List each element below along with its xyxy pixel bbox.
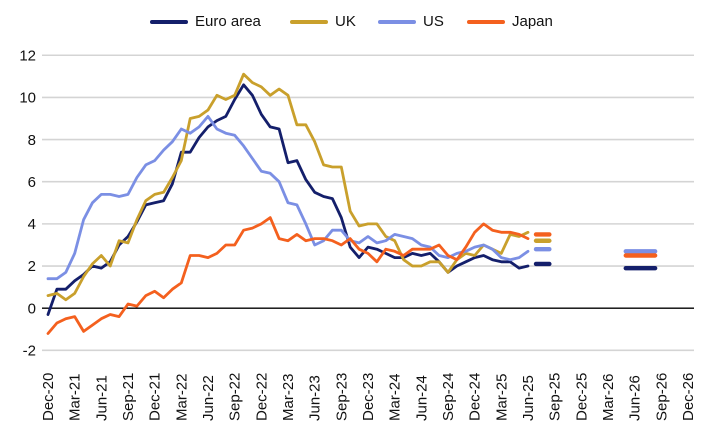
x-tick-label: Mar-23 — [280, 373, 297, 421]
us-line-swatch — [378, 20, 416, 24]
x-tick-label: Jun-23 — [307, 375, 324, 421]
x-tick-label: Mar-22 — [173, 373, 190, 421]
x-tick-label: Dec-22 — [253, 373, 270, 421]
x-tick-label: Mar-26 — [600, 373, 617, 421]
legend-item-uk: UK — [290, 13, 356, 31]
series-line-us — [46, 115, 530, 281]
legend-label-japan: Japan — [512, 13, 553, 30]
x-tick-label: Sep-23 — [333, 373, 350, 421]
x-tick-label: Sep-25 — [547, 373, 564, 421]
x-tick-label: Mar-21 — [67, 373, 84, 421]
x-tick-label: Dec-23 — [360, 373, 377, 421]
x-tick-label: Dec-24 — [467, 373, 484, 421]
y-tick-label: 10 — [19, 90, 36, 107]
series-line-uk — [46, 72, 530, 302]
x-tick-label: Jun-25 — [520, 375, 537, 421]
y-tick-label: 0 — [28, 300, 36, 317]
x-tick-label: Mar-25 — [493, 373, 510, 421]
x-tick-label: Dec-20 — [40, 373, 57, 421]
x-tick-label: Jun-21 — [93, 375, 110, 421]
y-tick-label: 2 — [28, 258, 36, 275]
x-tick-label: Dec-26 — [680, 373, 697, 421]
x-tick-label: Mar-24 — [387, 373, 404, 421]
x-tick-label: Jun-24 — [413, 375, 430, 421]
x-tick-label: Sep-21 — [120, 373, 137, 421]
legend-item-euro-area: Euro area — [150, 13, 261, 31]
legend-label-euro-area: Euro area — [195, 13, 261, 30]
legend-item-us: US — [378, 13, 444, 31]
x-tick-label: Jun-26 — [627, 375, 644, 421]
x-tick-label: Sep-24 — [440, 373, 457, 421]
y-tick-label: 12 — [19, 47, 36, 64]
x-tick-label: Dec-25 — [573, 373, 590, 421]
x-tick-label: Jun-22 — [200, 375, 217, 421]
legend-label-us: US — [423, 13, 444, 30]
legend-item-japan: Japan — [467, 13, 553, 31]
x-tick-label: Dec-21 — [147, 373, 164, 421]
x-tick-label: Sep-26 — [653, 373, 670, 421]
legend-label-uk: UK — [335, 13, 356, 30]
uk-line-swatch — [290, 20, 328, 24]
legend: Euro area UK US Japan — [0, 13, 703, 31]
series-line-japan — [46, 216, 530, 335]
japan-line-swatch — [467, 20, 505, 24]
x-tick-label: Sep-22 — [227, 373, 244, 421]
euro-area-line-swatch — [150, 20, 188, 24]
y-tick-label: 4 — [28, 216, 36, 233]
y-tick-label: -2 — [23, 343, 36, 360]
y-tick-label: 6 — [28, 174, 36, 191]
y-tick-label: 8 — [28, 132, 36, 149]
